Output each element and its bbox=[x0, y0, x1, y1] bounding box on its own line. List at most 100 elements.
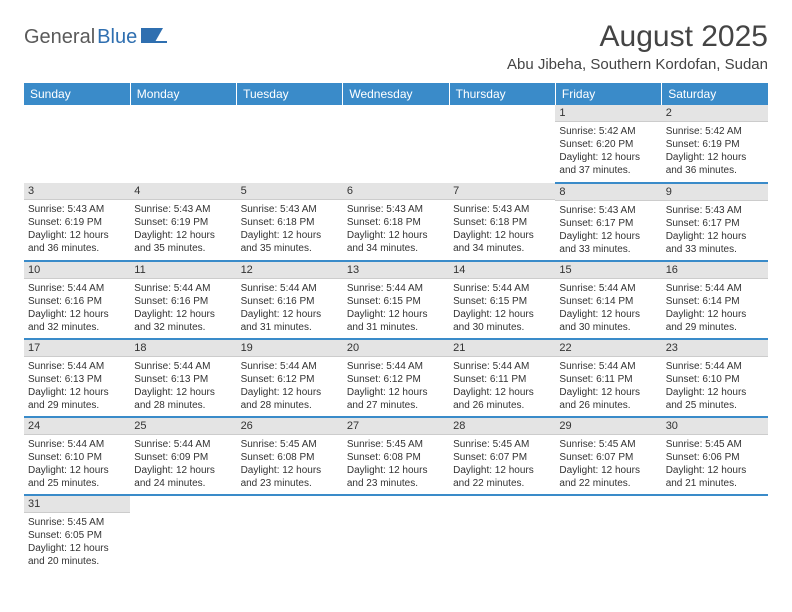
calendar-day-cell: 15Sunrise: 5:44 AMSunset: 6:14 PMDayligh… bbox=[555, 261, 661, 339]
calendar-day-cell: 26Sunrise: 5:45 AMSunset: 6:08 PMDayligh… bbox=[237, 417, 343, 495]
day-number: 24 bbox=[24, 418, 130, 435]
day-details: Sunrise: 5:42 AMSunset: 6:19 PMDaylight:… bbox=[662, 122, 768, 181]
weekday-header: Wednesday bbox=[343, 83, 449, 105]
day-details: Sunrise: 5:44 AMSunset: 6:12 PMDaylight:… bbox=[343, 357, 449, 416]
day-details: Sunrise: 5:42 AMSunset: 6:20 PMDaylight:… bbox=[555, 122, 661, 181]
day-details: Sunrise: 5:43 AMSunset: 6:17 PMDaylight:… bbox=[662, 201, 768, 260]
calendar-week-row: 1Sunrise: 5:42 AMSunset: 6:20 PMDaylight… bbox=[24, 105, 768, 183]
calendar-day-cell bbox=[662, 495, 768, 573]
day-number: 23 bbox=[662, 340, 768, 357]
day-number: 11 bbox=[130, 262, 236, 279]
day-number: 29 bbox=[555, 418, 661, 435]
calendar-day-cell: 16Sunrise: 5:44 AMSunset: 6:14 PMDayligh… bbox=[662, 261, 768, 339]
day-number bbox=[237, 496, 343, 512]
day-details: Sunrise: 5:43 AMSunset: 6:18 PMDaylight:… bbox=[237, 200, 343, 259]
location-text: Abu Jibeha, Southern Kordofan, Sudan bbox=[507, 56, 768, 73]
title-block: August 2025 Abu Jibeha, Southern Kordofa… bbox=[507, 20, 768, 73]
calendar-day-cell: 11Sunrise: 5:44 AMSunset: 6:16 PMDayligh… bbox=[130, 261, 236, 339]
day-number bbox=[24, 105, 130, 121]
day-details: Sunrise: 5:45 AMSunset: 6:08 PMDaylight:… bbox=[343, 435, 449, 494]
day-number bbox=[555, 496, 661, 512]
weekday-header: Tuesday bbox=[237, 83, 343, 105]
calendar-week-row: 17Sunrise: 5:44 AMSunset: 6:13 PMDayligh… bbox=[24, 339, 768, 417]
day-details: Sunrise: 5:44 AMSunset: 6:13 PMDaylight:… bbox=[130, 357, 236, 416]
day-number: 6 bbox=[343, 183, 449, 200]
day-details: Sunrise: 5:45 AMSunset: 6:05 PMDaylight:… bbox=[24, 513, 130, 572]
calendar-day-cell: 25Sunrise: 5:44 AMSunset: 6:09 PMDayligh… bbox=[130, 417, 236, 495]
calendar-day-cell bbox=[343, 105, 449, 183]
day-details: Sunrise: 5:45 AMSunset: 6:06 PMDaylight:… bbox=[662, 435, 768, 494]
logo-flag-icon bbox=[141, 26, 167, 49]
day-number: 22 bbox=[555, 340, 661, 357]
weekday-header-row: SundayMondayTuesdayWednesdayThursdayFrid… bbox=[24, 83, 768, 105]
day-number: 3 bbox=[24, 183, 130, 200]
calendar-day-cell: 22Sunrise: 5:44 AMSunset: 6:11 PMDayligh… bbox=[555, 339, 661, 417]
calendar-day-cell: 1Sunrise: 5:42 AMSunset: 6:20 PMDaylight… bbox=[555, 105, 661, 183]
weekday-header: Friday bbox=[555, 83, 661, 105]
calendar-day-cell: 21Sunrise: 5:44 AMSunset: 6:11 PMDayligh… bbox=[449, 339, 555, 417]
calendar-day-cell: 20Sunrise: 5:44 AMSunset: 6:12 PMDayligh… bbox=[343, 339, 449, 417]
calendar-day-cell: 19Sunrise: 5:44 AMSunset: 6:12 PMDayligh… bbox=[237, 339, 343, 417]
day-details: Sunrise: 5:44 AMSunset: 6:11 PMDaylight:… bbox=[449, 357, 555, 416]
day-details: Sunrise: 5:44 AMSunset: 6:16 PMDaylight:… bbox=[237, 279, 343, 338]
weekday-header: Saturday bbox=[662, 83, 768, 105]
calendar-day-cell bbox=[130, 105, 236, 183]
day-number bbox=[130, 105, 236, 121]
calendar-day-cell: 24Sunrise: 5:44 AMSunset: 6:10 PMDayligh… bbox=[24, 417, 130, 495]
logo: General Blue bbox=[24, 26, 167, 49]
calendar-day-cell: 4Sunrise: 5:43 AMSunset: 6:19 PMDaylight… bbox=[130, 183, 236, 261]
day-number bbox=[662, 496, 768, 512]
calendar-day-cell bbox=[237, 495, 343, 573]
day-number: 31 bbox=[24, 496, 130, 513]
day-number: 16 bbox=[662, 262, 768, 279]
day-number bbox=[130, 496, 236, 512]
calendar-table: SundayMondayTuesdayWednesdayThursdayFrid… bbox=[24, 83, 768, 573]
day-details: Sunrise: 5:45 AMSunset: 6:08 PMDaylight:… bbox=[237, 435, 343, 494]
day-number: 14 bbox=[449, 262, 555, 279]
calendar-day-cell bbox=[237, 105, 343, 183]
day-number: 12 bbox=[237, 262, 343, 279]
calendar-day-cell bbox=[343, 495, 449, 573]
day-number: 21 bbox=[449, 340, 555, 357]
day-number bbox=[449, 496, 555, 512]
day-number: 10 bbox=[24, 262, 130, 279]
calendar-week-row: 31Sunrise: 5:45 AMSunset: 6:05 PMDayligh… bbox=[24, 495, 768, 573]
day-number: 15 bbox=[555, 262, 661, 279]
calendar-day-cell bbox=[130, 495, 236, 573]
calendar-body: 1Sunrise: 5:42 AMSunset: 6:20 PMDaylight… bbox=[24, 105, 768, 573]
calendar-week-row: 24Sunrise: 5:44 AMSunset: 6:10 PMDayligh… bbox=[24, 417, 768, 495]
day-details: Sunrise: 5:44 AMSunset: 6:14 PMDaylight:… bbox=[662, 279, 768, 338]
day-details: Sunrise: 5:44 AMSunset: 6:10 PMDaylight:… bbox=[24, 435, 130, 494]
day-details: Sunrise: 5:44 AMSunset: 6:15 PMDaylight:… bbox=[449, 279, 555, 338]
day-details: Sunrise: 5:44 AMSunset: 6:12 PMDaylight:… bbox=[237, 357, 343, 416]
calendar-day-cell: 18Sunrise: 5:44 AMSunset: 6:13 PMDayligh… bbox=[130, 339, 236, 417]
calendar-day-cell: 10Sunrise: 5:44 AMSunset: 6:16 PMDayligh… bbox=[24, 261, 130, 339]
calendar-day-cell bbox=[449, 495, 555, 573]
calendar-day-cell: 13Sunrise: 5:44 AMSunset: 6:15 PMDayligh… bbox=[343, 261, 449, 339]
calendar-day-cell: 2Sunrise: 5:42 AMSunset: 6:19 PMDaylight… bbox=[662, 105, 768, 183]
weekday-header: Thursday bbox=[449, 83, 555, 105]
calendar-day-cell: 6Sunrise: 5:43 AMSunset: 6:18 PMDaylight… bbox=[343, 183, 449, 261]
calendar-week-row: 3Sunrise: 5:43 AMSunset: 6:19 PMDaylight… bbox=[24, 183, 768, 261]
logo-text-blue: Blue bbox=[97, 26, 137, 49]
calendar-day-cell: 30Sunrise: 5:45 AMSunset: 6:06 PMDayligh… bbox=[662, 417, 768, 495]
calendar-day-cell: 23Sunrise: 5:44 AMSunset: 6:10 PMDayligh… bbox=[662, 339, 768, 417]
day-number: 19 bbox=[237, 340, 343, 357]
month-title: August 2025 bbox=[507, 20, 768, 54]
calendar-day-cell: 5Sunrise: 5:43 AMSunset: 6:18 PMDaylight… bbox=[237, 183, 343, 261]
calendar-day-cell bbox=[449, 105, 555, 183]
day-number: 5 bbox=[237, 183, 343, 200]
day-number: 9 bbox=[662, 184, 768, 201]
calendar-week-row: 10Sunrise: 5:44 AMSunset: 6:16 PMDayligh… bbox=[24, 261, 768, 339]
calendar-day-cell: 14Sunrise: 5:44 AMSunset: 6:15 PMDayligh… bbox=[449, 261, 555, 339]
day-details: Sunrise: 5:43 AMSunset: 6:19 PMDaylight:… bbox=[24, 200, 130, 259]
day-number bbox=[343, 496, 449, 512]
day-number bbox=[343, 105, 449, 121]
day-details: Sunrise: 5:44 AMSunset: 6:09 PMDaylight:… bbox=[130, 435, 236, 494]
day-details: Sunrise: 5:44 AMSunset: 6:11 PMDaylight:… bbox=[555, 357, 661, 416]
day-details: Sunrise: 5:44 AMSunset: 6:16 PMDaylight:… bbox=[24, 279, 130, 338]
day-number bbox=[237, 105, 343, 121]
day-number: 8 bbox=[555, 184, 661, 201]
day-number: 7 bbox=[449, 183, 555, 200]
day-number: 26 bbox=[237, 418, 343, 435]
